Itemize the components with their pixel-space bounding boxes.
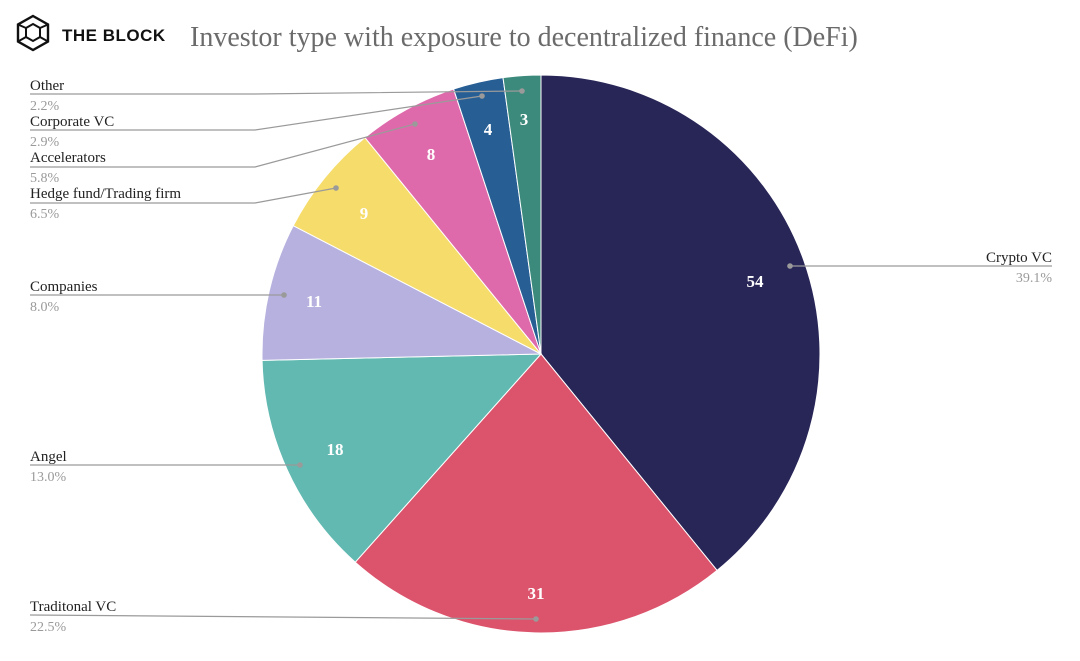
legend-percent-accelerators: 5.8%	[30, 171, 60, 186]
chart-title: Investor type with exposure to decentral…	[190, 22, 858, 53]
leader-dot-corporate-vc	[479, 93, 485, 99]
slice-value-hedge-fund-trading-firm: 9	[360, 204, 369, 223]
leader-dot-hedge-fund-trading-firm	[333, 185, 339, 191]
legend-percent-companies: 8.0%	[30, 300, 60, 315]
leader-dot-angel	[297, 462, 303, 468]
leader-line-other	[30, 90, 523, 95]
legend-percent-traditonal-vc: 22.5%	[30, 620, 67, 635]
leader-dot-accelerators	[412, 121, 418, 127]
the-block-logo-icon	[16, 14, 50, 52]
brand-name: THE BLOCK	[62, 26, 166, 45]
slice-value-other: 3	[520, 110, 529, 129]
slice-value-crypto-vc: 54	[747, 272, 765, 291]
pie-slice-companies	[261, 224, 542, 361]
slice-value-corporate-vc: 4	[484, 120, 493, 139]
slice-value-angel: 18	[327, 440, 344, 459]
leader-line-traditonal-vc	[29, 614, 537, 620]
leader-dot-companies	[281, 292, 287, 298]
leader-dot-traditonal-vc	[533, 616, 539, 622]
leader-dot-other	[519, 88, 525, 94]
legend-percent-corporate-vc: 2.9%	[30, 135, 60, 150]
legend-label-angel: Angel	[30, 449, 67, 465]
legend-percent-other: 2.2%	[30, 99, 60, 114]
legend-percent-hedge-fund-trading-firm: 6.5%	[30, 207, 60, 222]
legend-label-traditonal-vc: Traditonal VC	[30, 599, 116, 615]
header: THE BLOCK Investor type with exposure to…	[0, 0, 1080, 70]
legend-label-hedge-fund-trading-firm: Hedge fund/Trading firm	[30, 186, 181, 202]
leader-line-corporate-vc	[30, 95, 483, 131]
legend-label-accelerators: Accelerators	[30, 150, 106, 166]
pie-slice-crypto-vc	[540, 74, 821, 572]
legend-percent-crypto-vc: 39.1%	[1016, 271, 1053, 286]
leader-line-accelerators	[30, 123, 416, 168]
slice-value-companies: 11	[306, 292, 322, 311]
pie-slice-traditonal-vc	[354, 353, 718, 634]
legend-label-companies: Companies	[30, 279, 98, 295]
slice-value-traditonal-vc: 31	[528, 584, 545, 603]
legend-label-crypto-vc: Crypto VC	[986, 250, 1052, 266]
leader-line-hedge-fund-trading-firm	[30, 187, 337, 204]
legend-label-corporate-vc: Corporate VC	[30, 114, 114, 130]
legend-label-other: Other	[30, 78, 64, 94]
pie-slice-other	[502, 74, 542, 355]
leader-dot-crypto-vc	[787, 263, 793, 269]
slice-value-accelerators: 8	[427, 145, 436, 164]
pie-slice-hedge-fund-trading-firm	[292, 136, 542, 355]
pie-slice-angel	[261, 353, 543, 563]
legend-percent-angel: 13.0%	[30, 470, 67, 485]
